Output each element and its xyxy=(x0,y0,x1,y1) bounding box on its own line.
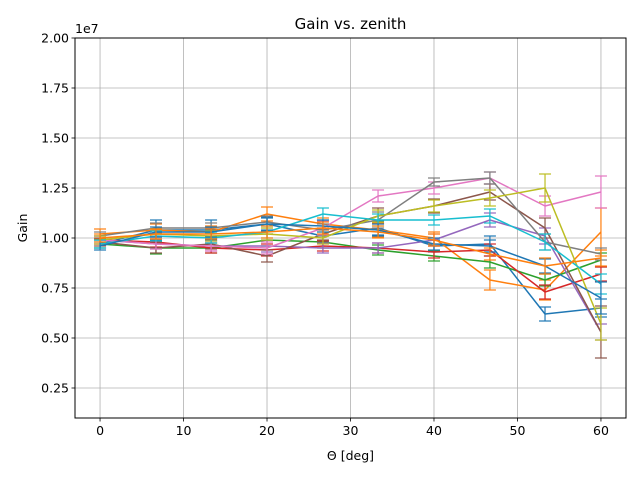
x-tick-label: 30 xyxy=(343,423,359,438)
x-tick-label: 50 xyxy=(510,423,526,438)
y-tick-label: 1.00 xyxy=(41,231,69,246)
series-line xyxy=(99,227,602,267)
x-tick-label: 40 xyxy=(426,423,442,438)
y-tick-label: 2.00 xyxy=(41,31,69,46)
y-tick-label: 1.75 xyxy=(41,81,69,96)
chart-title: Gain vs. zenith xyxy=(295,15,407,33)
y-tick-label: 1.50 xyxy=(41,131,69,146)
axes: 0 10 20 30 40 50 60 0.25 0.50 0.75 1.00 1.25 1.50 1.7… xyxy=(41,31,609,439)
y-offset-label: 1e7 xyxy=(75,21,99,36)
y-tick-label: 0.25 xyxy=(41,381,69,396)
series-line xyxy=(99,177,602,255)
series-layer xyxy=(94,171,607,359)
x-axis-label: Θ [deg] xyxy=(327,448,374,463)
series-12 xyxy=(94,221,607,275)
x-tick-label: 60 xyxy=(593,423,609,438)
series-line xyxy=(99,223,602,299)
x-tick-label: 10 xyxy=(176,423,192,438)
series-line xyxy=(99,177,602,249)
x-tick-label: 20 xyxy=(259,423,275,438)
x-tick-label: 0 xyxy=(96,423,104,438)
series-line xyxy=(99,213,602,285)
series-line xyxy=(99,187,602,325)
y-tick-label: 0.50 xyxy=(41,331,69,346)
y-tick-label: 0.75 xyxy=(41,281,69,296)
series-line xyxy=(99,223,602,315)
y-tick-label: 1.25 xyxy=(41,181,69,196)
y-axis-label: Gain xyxy=(15,214,30,243)
